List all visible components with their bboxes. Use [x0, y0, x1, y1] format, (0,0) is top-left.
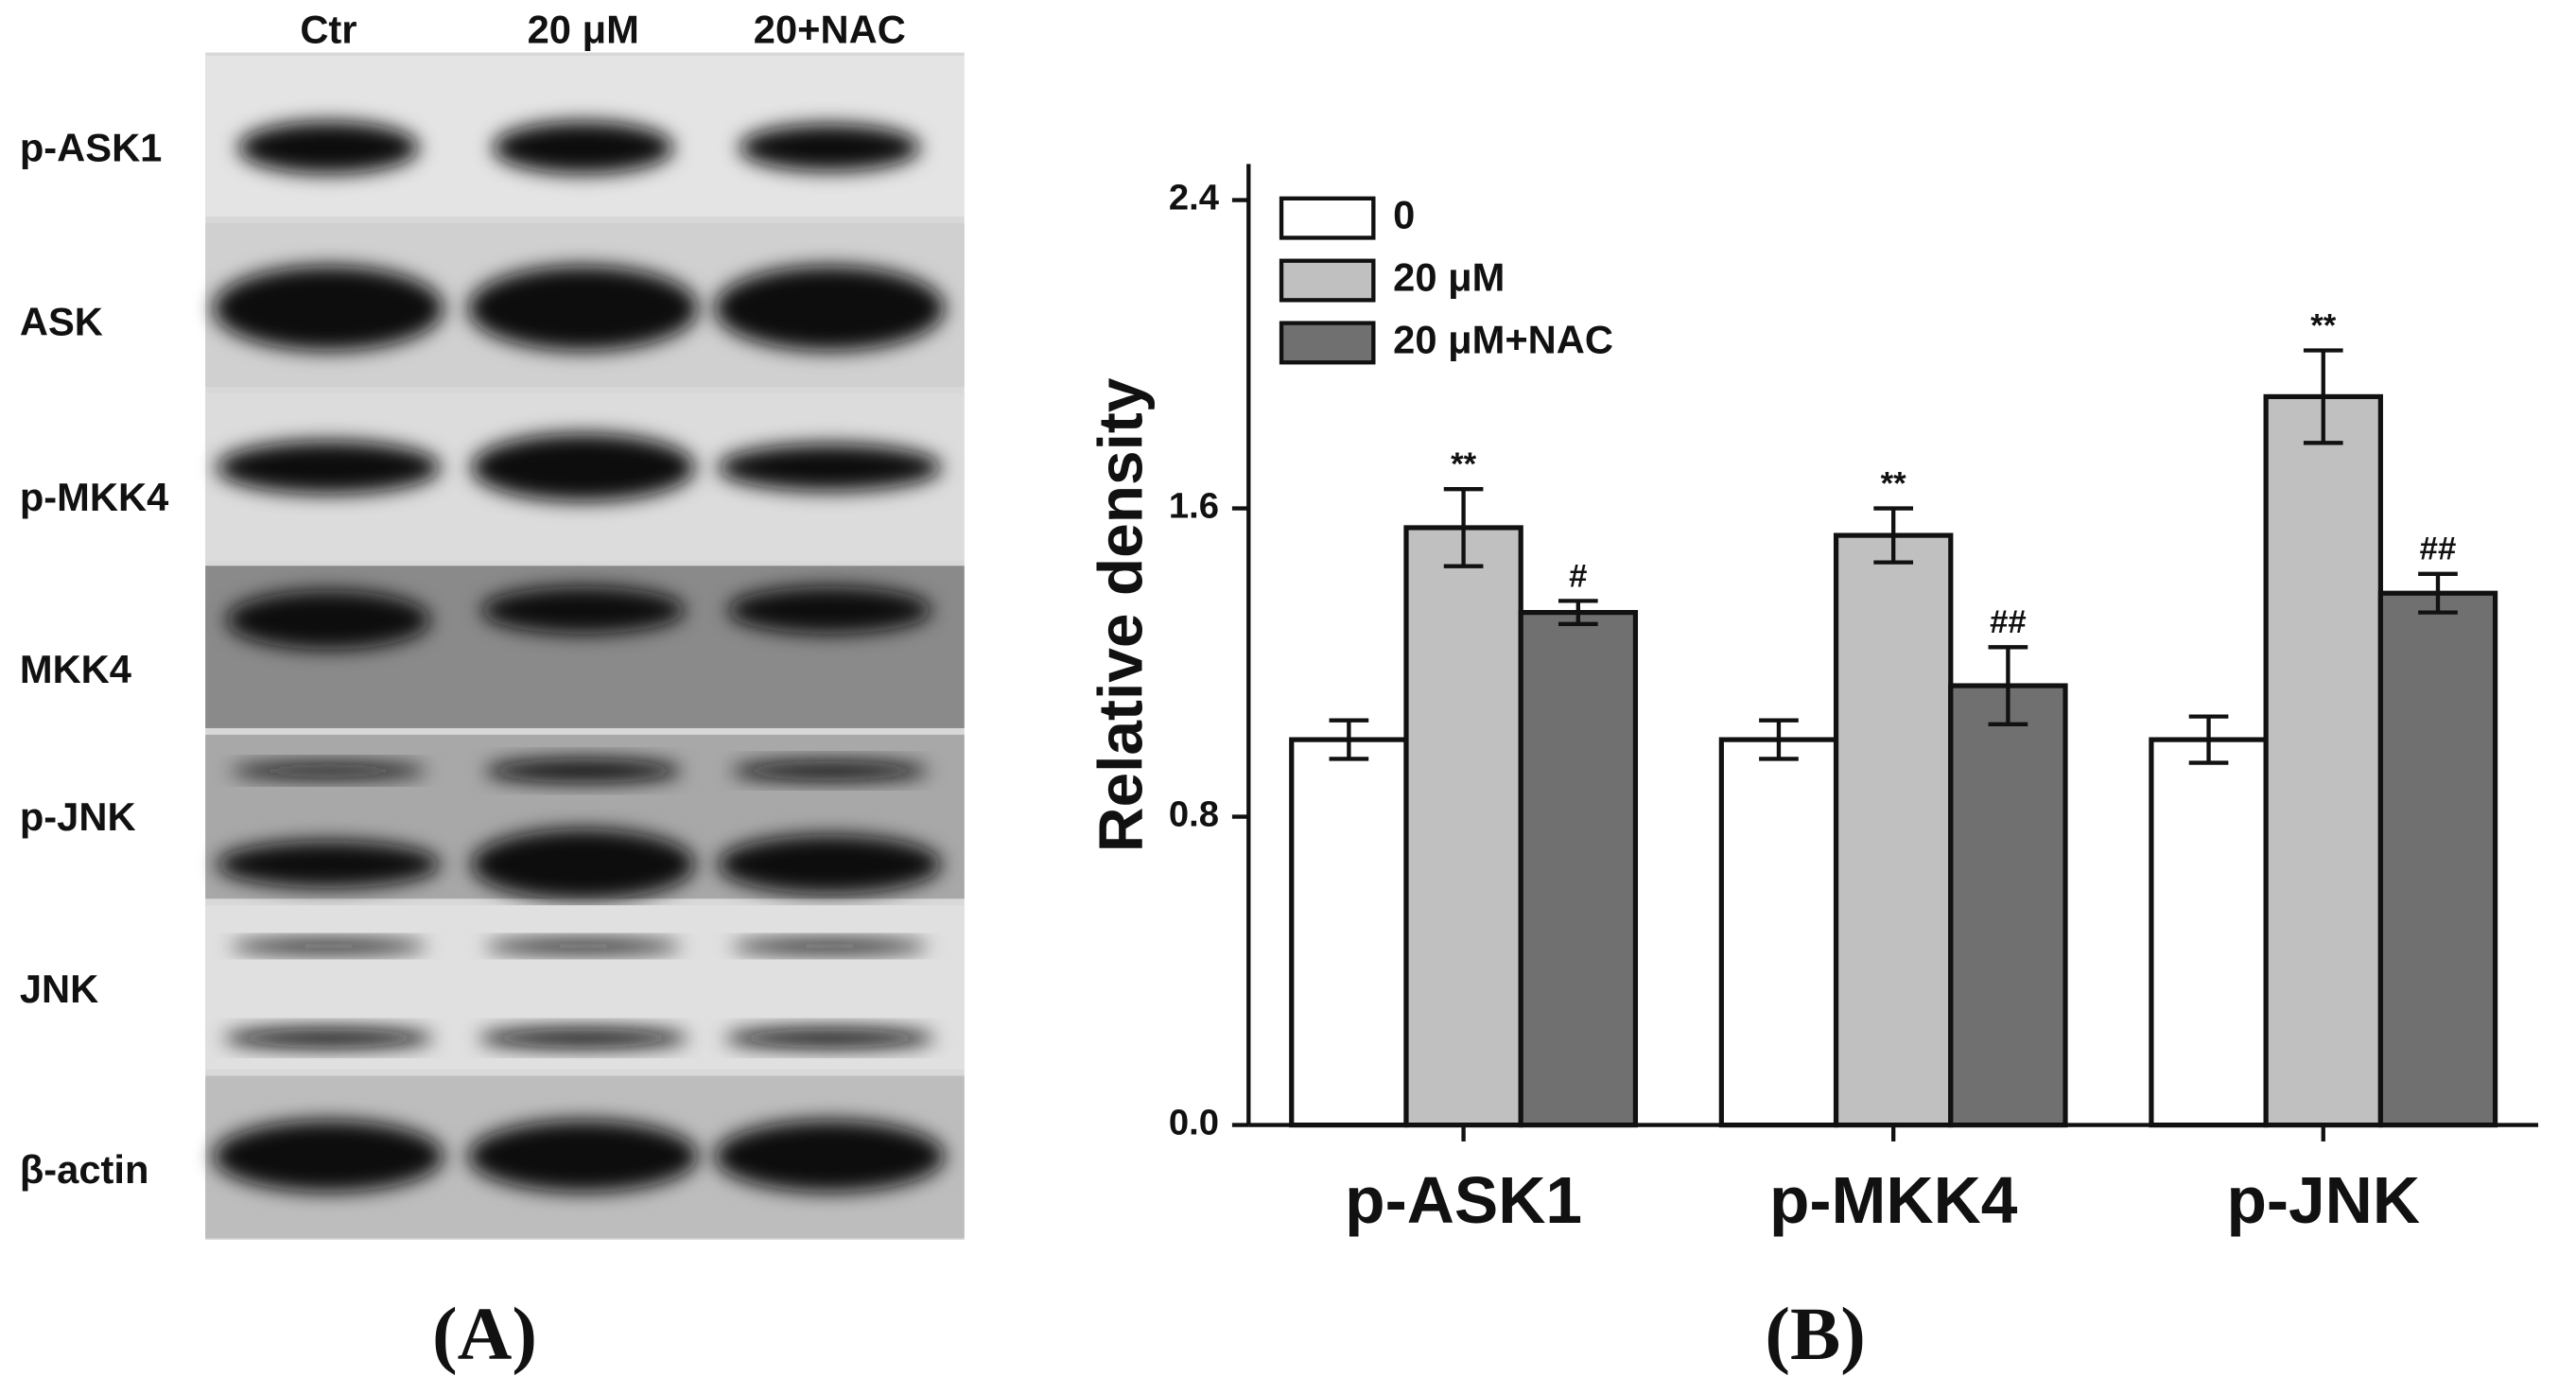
x-tick-label: p-MKK4: [1769, 1163, 2018, 1237]
blot-band: [493, 121, 674, 174]
legend-swatch: [1279, 321, 1376, 365]
blot-band: [718, 444, 942, 492]
lane-label: 20+NAC: [754, 8, 906, 52]
blot-band: [731, 939, 929, 953]
significance-label: **: [1451, 446, 1477, 482]
blot-band: [217, 441, 441, 495]
bar: [2263, 393, 2383, 1128]
y-tick-label: 0.8: [1169, 794, 1219, 835]
significance-label: ##: [1990, 604, 2027, 640]
blot-band: [739, 124, 920, 172]
legend-swatch: [1279, 196, 1376, 240]
y-tick-label: 2.4: [1169, 178, 1220, 218]
row-label: p-ASK1: [20, 126, 163, 170]
bar: [1833, 532, 1954, 1128]
row-label: p-MKK4: [20, 475, 168, 519]
legend-label: 20 μM: [1393, 255, 1505, 300]
bar: [2377, 590, 2498, 1128]
blot-band: [223, 1028, 434, 1049]
blot-band: [478, 1028, 688, 1049]
lane-label: 20 μM: [528, 8, 639, 52]
row-label: p-JNK: [20, 794, 136, 839]
legend-swatch: [1279, 258, 1376, 303]
legend-label: 0: [1393, 193, 1415, 237]
blot-band: [213, 1120, 444, 1193]
blot-band: [213, 265, 444, 352]
bar: [1518, 610, 1639, 1128]
panel-label: (A): [432, 1293, 537, 1376]
blot-band: [484, 939, 682, 953]
significance-label: ##: [2420, 531, 2457, 567]
blot-band: [230, 762, 427, 779]
blot-band: [468, 1120, 699, 1193]
row-label: MKK4: [20, 647, 131, 691]
row-label: β-actin: [20, 1147, 149, 1192]
panel-label: (B): [1765, 1293, 1866, 1376]
blot-band: [727, 586, 932, 635]
blot-band: [237, 121, 419, 174]
blot-band: [724, 1028, 935, 1049]
blot-band: [484, 758, 682, 783]
lane-label: Ctr: [300, 8, 357, 52]
blot-band: [217, 840, 441, 888]
x-tick-label: p-ASK1: [1345, 1163, 1582, 1237]
blot-band: [714, 1120, 945, 1193]
significance-label: **: [2310, 307, 2337, 343]
bar: [1403, 525, 1523, 1128]
blot-band: [731, 760, 929, 781]
y-tick-label: 1.6: [1169, 486, 1219, 527]
legend-label: 20 μM+NAC: [1393, 317, 1613, 361]
significance-label: #: [1569, 558, 1587, 594]
y-axis-label: Relative density: [1085, 377, 1155, 852]
bar: [1948, 683, 2068, 1128]
blot-band: [481, 586, 686, 635]
x-tick-label: p-JNK: [2226, 1163, 2420, 1237]
blot-band: [471, 433, 695, 502]
bar: [2149, 737, 2269, 1128]
western-blot: Ctr 20 μM 20+NAC p-ASK1 ASK p-MKK4 MKK4 p-JNK JN…: [20, 8, 965, 1240]
significance-label: **: [1881, 465, 1907, 501]
blot-band: [468, 265, 699, 352]
blot-band: [718, 834, 942, 895]
bar: [1718, 737, 1839, 1128]
blot-band: [226, 590, 431, 650]
blot-band: [471, 828, 695, 900]
row-label: JNK: [20, 967, 98, 1011]
blot-band: [230, 939, 427, 953]
bar: [1289, 737, 1409, 1128]
row-label: ASK: [20, 299, 103, 343]
blot-band: [714, 265, 945, 352]
y-tick-label: 0.0: [1169, 1103, 1219, 1143]
